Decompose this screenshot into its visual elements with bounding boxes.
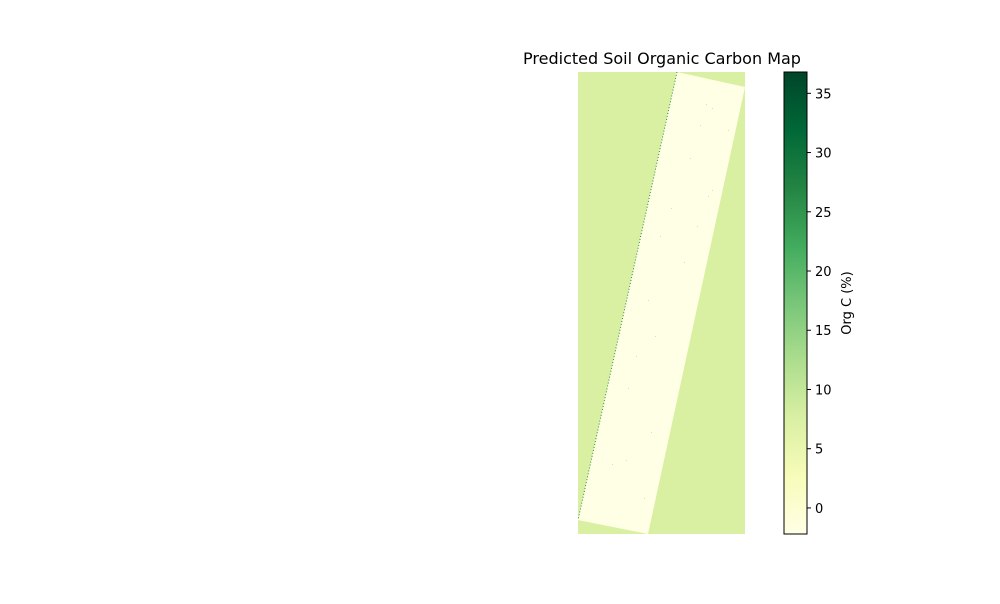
colorbar-tick-label: 30: [815, 147, 832, 162]
speckle: [700, 125, 701, 126]
speckle: [712, 190, 713, 191]
colorbar-tick-label: 0: [815, 502, 823, 517]
speckle: [708, 196, 709, 197]
speckle: [655, 336, 656, 337]
speckle: [684, 262, 685, 263]
colorbar-tick-label: 25: [815, 206, 832, 221]
colorbar-tick-label: 15: [815, 324, 832, 339]
speckle: [712, 108, 713, 109]
speckle: [648, 300, 649, 301]
speckle: [644, 498, 645, 499]
colorbar-tick-label: 35: [815, 87, 832, 102]
speckle: [706, 104, 707, 105]
speckle: [626, 460, 627, 461]
colorbar-tick-label: 20: [815, 265, 832, 280]
colorbar-tick-label: 5: [815, 443, 823, 458]
swath-speckles: [612, 104, 729, 499]
colorbar-tick-label: 10: [815, 383, 832, 398]
speckle: [660, 236, 661, 237]
speckle: [690, 158, 691, 159]
map-image: [577, 71, 745, 534]
colorbar: 0 5 10 15 20 25 30 35 Org C (%): [783, 71, 855, 535]
speckle: [728, 130, 729, 131]
speckle: [636, 356, 637, 357]
speckle: [671, 208, 672, 209]
colorbar-label: Org C (%): [840, 271, 855, 334]
speckle: [697, 226, 698, 227]
map-swath: [578, 72, 745, 534]
colorbar-ticks: 0 5 10 15 20 25 30 35: [807, 87, 832, 517]
speckle: [651, 432, 652, 433]
colorbar-fill: [783, 71, 808, 535]
speckle: [628, 388, 629, 389]
speckle: [612, 464, 613, 465]
chart-title: Predicted Soil Organic Carbon Map: [523, 49, 801, 68]
